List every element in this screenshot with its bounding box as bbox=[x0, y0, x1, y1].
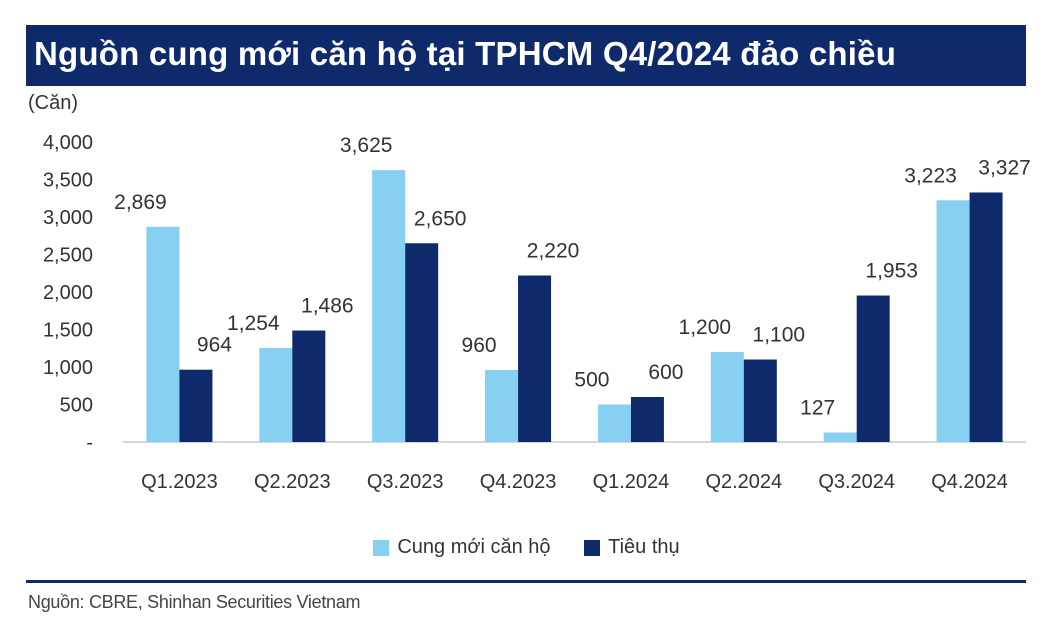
bar-supply bbox=[259, 347, 293, 442]
y-tick-label: 2,000 bbox=[43, 282, 93, 304]
data-label-supply: 1,254 bbox=[227, 312, 280, 335]
bar-supply bbox=[936, 200, 970, 442]
x-tick-label: Q3.2023 bbox=[367, 471, 444, 493]
bar-supply bbox=[146, 226, 180, 442]
data-label-sales: 964 bbox=[197, 334, 232, 357]
y-tick-label: 500 bbox=[60, 395, 93, 417]
legend-label-sales: Tiêu thụ bbox=[608, 536, 680, 558]
bar-sales bbox=[630, 397, 664, 442]
bar-sales bbox=[405, 243, 439, 442]
data-label-sales: 3,327 bbox=[978, 156, 1031, 179]
y-tick-label: 3,000 bbox=[43, 207, 93, 229]
bar-sales bbox=[518, 275, 552, 442]
bar-sales bbox=[292, 330, 326, 442]
x-tick-label: Q3.2024 bbox=[818, 471, 895, 493]
data-label-sales: 1,953 bbox=[865, 260, 918, 283]
data-label-supply: 960 bbox=[462, 334, 497, 357]
x-tick-label: Q1.2024 bbox=[593, 471, 670, 493]
bar-supply bbox=[823, 432, 857, 442]
data-label-supply: 3,625 bbox=[340, 134, 393, 157]
y-tick-label: 1,000 bbox=[43, 357, 93, 379]
bar-chart: - 500 1,000 1,500 2,000 2,500 3,000 3,500 4,000 2… bbox=[43, 132, 1031, 493]
legend-item-supply: Cung mới căn hộ bbox=[373, 536, 551, 559]
legend-swatch-sales bbox=[584, 539, 601, 556]
y-axis-unit-label: (Căn) bbox=[28, 92, 79, 114]
title-bar: Nguồn cung mới căn hộ tại TPHCM Q4/2024 … bbox=[26, 25, 1026, 86]
data-label-supply: 500 bbox=[574, 369, 609, 392]
y-tick-label: 1,500 bbox=[43, 320, 93, 342]
bar-sales bbox=[743, 359, 777, 442]
data-label-supply: 127 bbox=[800, 396, 835, 419]
x-tick-label: Q1.2023 bbox=[141, 471, 218, 493]
bar-supply bbox=[597, 404, 631, 442]
data-label-sales: 1,486 bbox=[301, 295, 354, 318]
bar-supply bbox=[372, 170, 406, 442]
x-tick-label: Q2.2024 bbox=[705, 471, 782, 493]
data-label-supply: 3,223 bbox=[904, 164, 957, 187]
bar-supply bbox=[710, 352, 744, 442]
data-label-supply: 2,869 bbox=[114, 191, 167, 214]
y-tick-label: 3,500 bbox=[43, 170, 93, 192]
x-tick-label: Q2.2023 bbox=[254, 471, 331, 493]
source-note: Nguồn: CBRE, Shinhan Securities Vietnam bbox=[28, 592, 361, 612]
data-label-sales: 2,650 bbox=[414, 207, 467, 230]
bar-sales bbox=[969, 192, 1003, 442]
bar-supply bbox=[485, 370, 519, 442]
source-divider bbox=[26, 580, 1026, 583]
x-tick-label: Q4.2024 bbox=[931, 471, 1008, 493]
data-label-sales: 2,220 bbox=[527, 240, 580, 263]
legend: Cung mới căn hộ Tiêu thụ bbox=[0, 536, 1053, 562]
legend-swatch-supply bbox=[373, 539, 390, 556]
data-label-supply: 1,200 bbox=[679, 316, 732, 339]
y-tick-label: 4,000 bbox=[43, 132, 93, 154]
y-tick-label: - bbox=[86, 432, 93, 454]
chart-title: Nguồn cung mới căn hộ tại TPHCM Q4/2024 … bbox=[34, 35, 897, 72]
legend-item-sales: Tiêu thụ bbox=[584, 536, 680, 559]
y-tick-label: 2,500 bbox=[43, 245, 93, 267]
bar-sales bbox=[856, 295, 890, 442]
bar-sales bbox=[179, 369, 213, 442]
data-label-sales: 600 bbox=[648, 361, 683, 384]
data-label-sales: 1,100 bbox=[753, 324, 806, 347]
x-tick-label: Q4.2023 bbox=[480, 471, 557, 493]
legend-label-supply: Cung mới căn hộ bbox=[397, 536, 551, 558]
